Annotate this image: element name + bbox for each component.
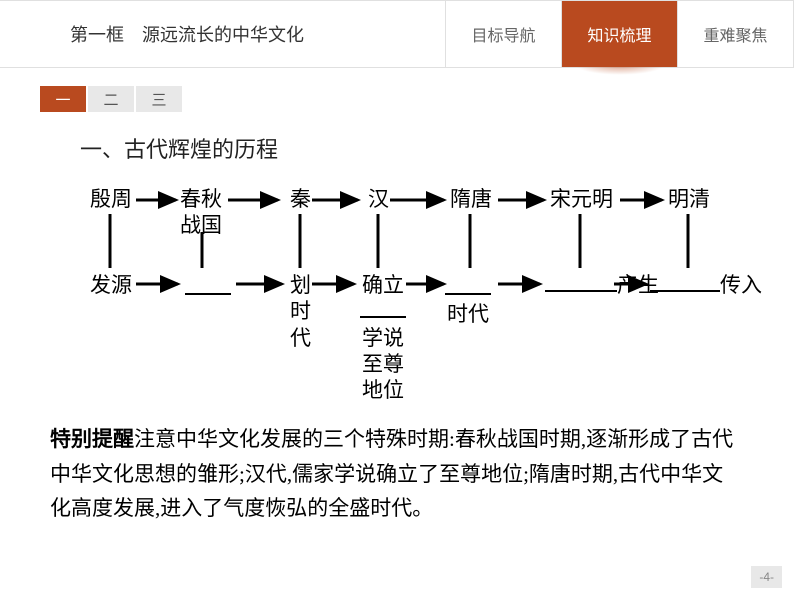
node-suitang: 隋唐: [450, 186, 492, 212]
flow-diagram: 殷周春秋 战国秦汉隋唐宋元明明清发源划时代确立学说至尊地位时代产生传入: [50, 174, 744, 414]
node-chunqiu: 春秋 战国: [180, 186, 222, 239]
section-title: 一、古代辉煌的历程: [80, 132, 794, 164]
nav-item-0[interactable]: 目标导航: [446, 1, 562, 67]
node-mingqing: 明清: [668, 186, 710, 212]
tab-2[interactable]: 三: [136, 86, 182, 112]
node-queli: 确立学说至尊地位: [360, 272, 406, 403]
node-chansheng: 产生: [545, 272, 659, 298]
node-b1: [185, 272, 231, 301]
nav-bar: 目标导航知识梳理重难聚焦: [446, 1, 794, 67]
node-huashi: 划时代: [290, 272, 311, 351]
nav-item-1[interactable]: 知识梳理: [562, 1, 678, 67]
body-content: 注意中华文化发展的三个特殊时期:春秋战国时期,逐渐形成了古代中华文化思想的雏形;…: [50, 427, 733, 520]
page-title: 第一框 源远流长的中华文化: [0, 1, 446, 67]
node-songym: 宋元明: [550, 186, 613, 212]
node-chuanru: 传入: [650, 272, 762, 298]
tab-1[interactable]: 二: [88, 86, 134, 112]
nav-item-2[interactable]: 重难聚焦: [678, 1, 794, 67]
page-number: -4-: [751, 566, 782, 588]
node-han: 汉: [368, 186, 389, 212]
node-qin: 秦: [290, 186, 311, 212]
header: 第一框 源远流长的中华文化 目标导航知识梳理重难聚焦: [0, 0, 794, 68]
node-yinzhou: 殷周: [90, 186, 132, 212]
node-shidai: 时代: [445, 272, 491, 328]
node-fayuan: 发源: [90, 272, 132, 298]
sub-tabs: 一二三: [40, 86, 794, 112]
reminder-label: 特别提醒: [50, 427, 134, 451]
tab-0[interactable]: 一: [40, 86, 86, 112]
body-text: 特别提醒注意中华文化发展的三个特殊时期:春秋战国时期,逐渐形成了古代中华文化思想…: [50, 422, 744, 526]
